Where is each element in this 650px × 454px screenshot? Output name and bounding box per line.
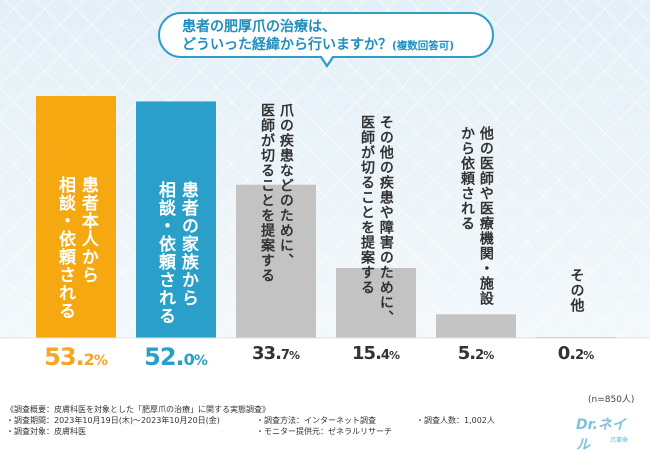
category-label-5: 他の医師や医療機関・施設 から依頼される bbox=[458, 126, 494, 307]
category-label-6: その他 bbox=[568, 268, 585, 313]
bar-2 bbox=[136, 101, 216, 338]
value-label-6: 0.2% bbox=[557, 343, 595, 364]
question-line-1: 患者の肥厚爪の治療は、 bbox=[182, 19, 336, 35]
bubble-tail-inner bbox=[321, 55, 333, 64]
survey-provider: ・モニター提供元：ゼネラルリサーチ bbox=[256, 427, 392, 436]
bar-3 bbox=[236, 184, 316, 338]
question-line-2: どういった経緯から行いますか？ bbox=[182, 37, 392, 53]
logo: Dr.ネイル 爪革命 bbox=[576, 414, 636, 453]
value-label-1: 53.2% bbox=[44, 343, 108, 371]
value-label-3: 33.7% bbox=[252, 343, 300, 364]
survey-period: ・調査期間：2023年10月19日(木)～2023年10月20日(金) bbox=[6, 416, 220, 425]
bar-4 bbox=[336, 267, 416, 338]
value-label-2: 52.0% bbox=[144, 343, 208, 371]
category-label-1: 患者本人から 相談・依頼される bbox=[54, 176, 98, 320]
category-label-3: 爪の疾患などのために、 医師が切ることを提案する bbox=[258, 103, 294, 284]
logo-tag: 爪革命 bbox=[610, 437, 629, 444]
survey-target: ・調査対象：皮膚科医 bbox=[6, 427, 86, 436]
question-bubble: 患者の肥厚爪の治療は、 どういった経緯から行いますか？(複数回答可) bbox=[158, 12, 494, 58]
question-note: (複数回答可) bbox=[392, 40, 455, 52]
category-label-4: その他の疾患や障害のために、 医師が切ることを提案する bbox=[358, 114, 394, 325]
bar-5 bbox=[436, 314, 516, 338]
bar-1 bbox=[36, 96, 116, 338]
survey-count: ・調査人数：1,002人 bbox=[416, 416, 495, 425]
sample-size-note: (n=850人) bbox=[588, 395, 635, 405]
category-label-2: 患者の家族から 相談・依頼される bbox=[154, 181, 198, 326]
logo-text: Dr.ネイル bbox=[576, 417, 626, 453]
survey-method: ・調査方法：インターネット調査 bbox=[256, 416, 376, 425]
value-label-4: 15.4% bbox=[352, 343, 400, 364]
survey-overview: 《調査概要：皮膚科医を対象とした「肥厚爪の治療」に関する実態調査》 bbox=[6, 405, 270, 414]
value-label-5: 5.2% bbox=[457, 343, 495, 364]
